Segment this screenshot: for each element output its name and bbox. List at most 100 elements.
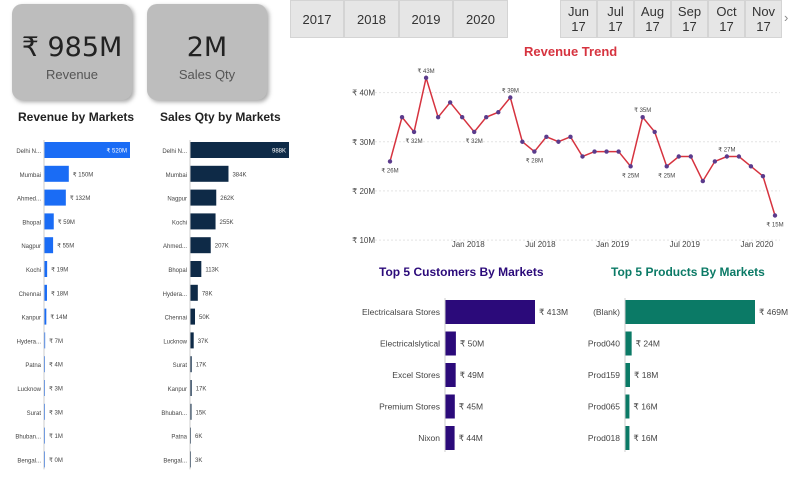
top5-bar — [445, 331, 456, 356]
trend-point-label: ₹ 32M — [466, 138, 483, 145]
trend-point — [580, 154, 585, 159]
bar-value-label: 262K — [220, 196, 234, 202]
revenue-trend-title: Revenue Trend — [524, 44, 618, 59]
month-slicer-item[interactable]: Oct 17 — [708, 0, 745, 38]
trend-point — [459, 114, 465, 120]
trend-point — [592, 149, 597, 154]
month-slicer-month: Jul — [607, 4, 624, 19]
top5-bar — [625, 363, 630, 387]
bar-value-label: 988K — [272, 149, 286, 155]
bar-value-label: ₹ 1M — [49, 433, 63, 440]
bar-value-label: ₹ 132M — [70, 195, 91, 202]
year-slicer-item-2020[interactable]: 2020 — [453, 0, 508, 38]
market-bar — [190, 142, 289, 158]
market-label: Bengal... — [163, 458, 187, 464]
month-slicer-month: Aug — [640, 4, 665, 19]
year-slicer-item-2019[interactable]: 2019 — [399, 0, 453, 38]
trend-point — [399, 114, 405, 120]
x-tick-label: Jan 2020 — [740, 240, 773, 249]
bar-value-label: 384K — [232, 172, 246, 178]
top5-bar — [445, 426, 455, 450]
year-slicer-item-2018[interactable]: 2018 — [344, 0, 399, 38]
trend-point — [772, 213, 778, 218]
bar-value-label: ₹ 150M — [73, 171, 94, 178]
month-slicer-item[interactable]: Nov 17 — [745, 0, 782, 38]
trend-point-label: ₹ 25M — [658, 172, 675, 179]
market-bar — [190, 380, 192, 396]
trend-point-label: ₹ 32M — [405, 138, 422, 145]
top5-value-label: ₹ 16M — [633, 402, 657, 412]
trend-point — [520, 139, 525, 144]
market-bar — [44, 165, 69, 182]
month-slicer-item[interactable]: Sep 17 — [671, 0, 708, 38]
top5-value-label: ₹ 413M — [539, 307, 568, 317]
top5-bar — [625, 300, 755, 324]
trend-point — [568, 134, 573, 140]
top5-category-label: Nixon — [418, 433, 440, 443]
market-label: Patna — [171, 435, 187, 441]
top5-category-label: Prod065 — [588, 402, 620, 412]
trend-point — [435, 114, 441, 120]
top5-category-label: (Blank) — [593, 307, 620, 317]
bar-value-label: ₹ 4M — [49, 362, 63, 369]
month-slicer-year: 17 — [608, 19, 623, 34]
bar-value-label: 50K — [199, 315, 210, 321]
bar-value-label: 255K — [220, 220, 234, 226]
x-tick-label: Jan 2019 — [596, 240, 629, 249]
month-slicer-year: 17 — [682, 19, 697, 34]
bar-value-label: 113K — [205, 268, 219, 274]
month-slicer-month: Nov — [751, 4, 776, 19]
top5-bar — [625, 426, 630, 450]
market-label: Mumbai — [20, 173, 41, 179]
bar-value-label: ₹ 7M — [49, 338, 63, 345]
year-slicer-item-2017[interactable]: 2017 — [290, 0, 344, 38]
top5-bar — [625, 331, 632, 356]
market-bar — [44, 284, 47, 301]
bar-value-label: ₹ 3M — [49, 386, 63, 393]
market-label: Lucknow — [163, 339, 187, 345]
sales-qty-by-markets-chart: Delhi N... 988K Mumbai 384K Nagpur 262K Kochi 2… — [161, 140, 289, 470]
market-bar — [190, 165, 229, 182]
trend-point-label: ₹ 28M — [526, 158, 543, 165]
top-products-chart: (Blank) ₹ 469M Prod040 ₹ 24M Prod159 ₹ 18M Pro… — [588, 298, 788, 452]
market-bar — [44, 189, 66, 206]
trend-point — [724, 154, 730, 159]
trend-point-label: ₹ 39M — [502, 88, 519, 95]
sales-qty-kpi-value: 2M — [186, 32, 228, 63]
trend-point — [604, 149, 609, 154]
trend-point — [472, 129, 477, 135]
trend-point — [652, 129, 657, 135]
bar-value-label: ₹ 0M — [49, 457, 63, 464]
sales-qty-kpi-label: Sales Qty — [178, 67, 236, 82]
month-slicer-item[interactable]: Aug 17 — [634, 0, 671, 38]
month-slicer-item[interactable]: Jun 17 — [560, 0, 597, 38]
top5-value-label: ₹ 45M — [459, 402, 483, 412]
market-label: Surat — [27, 411, 42, 417]
market-label: Ahmed... — [163, 244, 187, 250]
bar-value-label: 78K — [202, 291, 213, 297]
bar-value-label: 17K — [196, 387, 207, 393]
top5-category-label: Prod040 — [588, 339, 620, 349]
bar-value-label: ₹ 520M — [107, 148, 128, 155]
market-bar — [190, 189, 217, 206]
market-label: Patna — [25, 363, 41, 369]
trend-point — [411, 129, 417, 135]
bar-value-label: 37K — [198, 339, 209, 345]
sales-qty-by-markets-title: Sales Qty by Markets — [160, 110, 281, 124]
market-bar — [190, 261, 202, 277]
market-label: Bhuban... — [161, 411, 187, 417]
trend-point — [447, 100, 453, 105]
month-slicer-month: Oct — [716, 4, 737, 19]
trend-point-label: ₹ 27M — [718, 147, 735, 154]
month-slicer-item[interactable]: Jul 17 — [597, 0, 634, 38]
trend-line — [389, 74, 776, 216]
trend-point-label: ₹ 25M — [622, 172, 639, 179]
bar-value-label: ₹ 19M — [51, 267, 68, 274]
top5-value-label: ₹ 44M — [459, 433, 483, 443]
trend-point — [676, 154, 681, 159]
market-label: Hydera... — [17, 339, 42, 345]
trend-point — [664, 164, 669, 169]
revenue-by-markets-chart: Delhi N... ₹ 520M Mumbai ₹ 150M Ahmed... ₹ 13… — [15, 140, 130, 470]
top-products-title: Top 5 Products By Markets — [611, 265, 765, 279]
chevron-right-icon[interactable]: › — [784, 10, 789, 25]
